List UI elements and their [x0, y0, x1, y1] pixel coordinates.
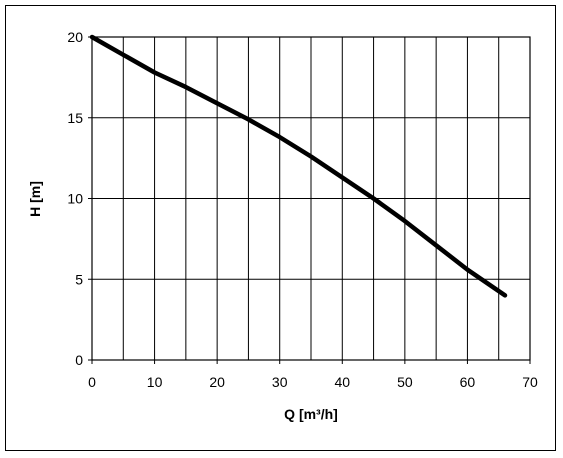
y-axis: 0 5 10 15 20: [67, 29, 92, 368]
x-tick-label: 60: [460, 374, 476, 390]
series-line: [89, 34, 508, 298]
y-tick-label: 15: [67, 110, 83, 126]
x-tick-label: 40: [334, 374, 350, 390]
y-tick-label: 10: [67, 191, 83, 207]
y-axis-title: H [m]: [27, 181, 43, 217]
x-tick-label: 10: [147, 374, 163, 390]
y-tick-label: 20: [67, 29, 83, 45]
y-tick-label: 5: [75, 271, 83, 287]
x-tick-label: 0: [88, 374, 96, 390]
x-tick-label: 20: [209, 374, 225, 390]
grid: [91, 36, 531, 361]
x-tick-label: 70: [522, 374, 538, 390]
x-tick-label: 30: [272, 374, 288, 390]
x-tick-label: 50: [397, 374, 413, 390]
x-axis-title: Q [m³/h]: [284, 406, 338, 422]
x-axis: 0 10 20 30 40 50 60 70: [88, 360, 538, 390]
chart-frame: [5, 5, 556, 451]
y-tick-label: 0: [75, 352, 83, 368]
series-layer: [89, 34, 508, 298]
